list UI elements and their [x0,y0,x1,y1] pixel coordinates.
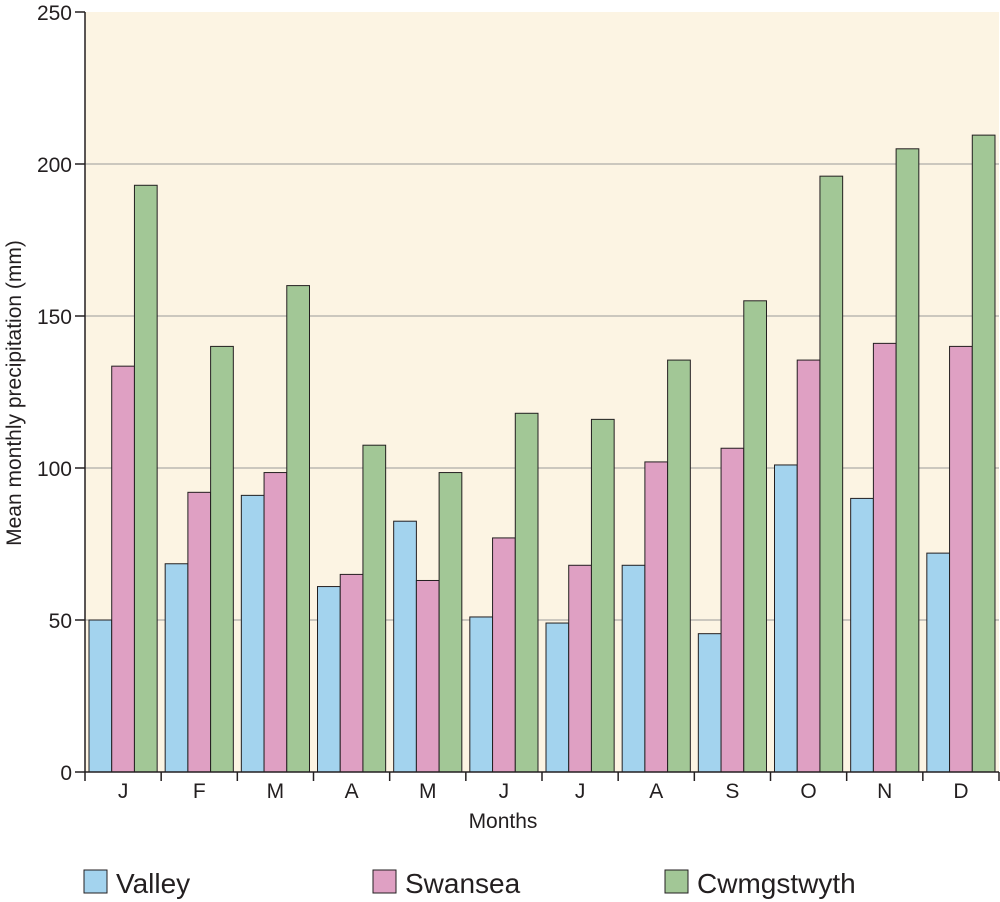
legend-swatch-valley [83,869,108,894]
bar-valley-5 [469,616,494,773]
bar-swansea-4 [415,579,440,773]
bar-valley-9 [774,464,798,773]
bar-cwmgstwyth-11 [971,134,996,773]
bar-swansea-3 [339,573,364,773]
bar-valley-1 [164,563,189,773]
legend-label-swansea: Swansea [405,868,521,899]
x-axis-title: Months [469,810,538,833]
bar-cwmgstwyth-9 [819,175,844,773]
bar-valley-2 [240,494,265,773]
bar-valley-6 [545,622,570,773]
bar-cwmgstwyth-0 [133,184,158,773]
bar-cwmgstwyth-8 [743,300,768,773]
bar-cwmgstwyth-1 [210,345,234,773]
bar-valley-0 [88,619,113,773]
bars [88,134,996,773]
bar-cwmgstwyth-2 [286,285,310,773]
bar-valley-8 [697,633,722,773]
x-tick-label: J [499,780,510,803]
x-tick-label: S [725,780,739,803]
x-tick-label: J [118,780,129,803]
bar-swansea-7 [644,461,669,773]
x-tick-label: D [953,780,968,803]
x-tick-label: J [575,780,586,803]
x-tick-label: N [877,780,892,803]
x-tick-label: A [649,780,663,803]
bar-cwmgstwyth-10 [895,148,920,773]
bar-valley-7 [621,564,646,773]
legend: Valley Swansea Cwmgstwyth [83,868,856,899]
y-tick-label: 250 [37,2,72,25]
axes: 0 50 100 150 200 250 J F M A M J J A S O N D [37,2,1000,803]
bar-valley-11 [926,552,951,773]
bar-swansea-5 [492,537,516,773]
bar-swansea-2 [263,472,288,773]
y-tick-label: 150 [37,306,72,329]
x-tick-label: M [419,780,437,803]
bar-cwmgstwyth-7 [667,359,691,773]
bar-swansea-0 [111,365,135,773]
bar-valley-10 [850,497,874,773]
bar-swansea-1 [187,491,212,773]
legend-swatch-swansea [372,869,397,894]
y-tick-label: 0 [60,762,72,785]
bar-valley-3 [317,586,341,773]
bar-valley-4 [393,520,417,773]
plot-background [85,12,999,772]
legend-label-valley: Valley [116,868,190,899]
bar-cwmgstwyth-6 [590,418,615,773]
bar-swansea-9 [796,359,821,773]
bar-swansea-6 [568,564,592,773]
x-tick-label: M [267,780,285,803]
x-tick-label: F [193,780,206,803]
legend-label-cwmgstwyth: Cwmgstwyth [697,868,856,899]
y-axis-title: Mean monthly precipitation (mm) [3,240,26,546]
bar-cwmgstwyth-5 [514,412,539,773]
x-tick-label: A [345,780,359,803]
bar-swansea-11 [949,345,973,773]
y-tick-label: 100 [37,458,72,481]
gridlines [85,163,999,621]
y-tick-label: 50 [49,610,72,633]
bar-swansea-8 [720,447,745,773]
bar-cwmgstwyth-3 [362,444,387,773]
y-tick-label: 200 [37,154,72,177]
x-tick-label: O [800,780,816,803]
legend-swatch-cwmgstwyth [664,869,689,894]
bar-swansea-10 [872,342,897,773]
bar-cwmgstwyth-4 [438,472,463,773]
